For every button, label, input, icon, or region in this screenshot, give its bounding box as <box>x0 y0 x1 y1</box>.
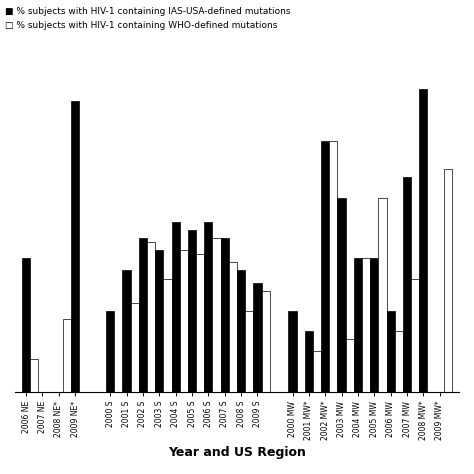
Bar <box>321 141 329 392</box>
Bar <box>395 331 403 392</box>
Bar <box>147 242 155 392</box>
Bar <box>122 271 131 392</box>
Bar <box>337 198 346 392</box>
Bar <box>172 222 180 392</box>
Bar <box>237 271 245 392</box>
Bar <box>245 311 254 392</box>
Bar <box>354 258 362 392</box>
Bar <box>180 250 188 392</box>
Bar <box>329 141 337 392</box>
Bar <box>444 169 452 392</box>
Bar <box>196 254 204 392</box>
Bar <box>370 258 378 392</box>
Bar <box>63 319 71 392</box>
Bar <box>30 359 38 392</box>
Bar <box>346 339 354 392</box>
Bar <box>22 258 30 392</box>
Bar <box>106 311 114 392</box>
Bar <box>403 177 411 392</box>
Bar <box>131 303 139 392</box>
Bar <box>313 351 321 392</box>
Text: ■ % subjects with HIV-1 containing IAS-USA-defined mutations: ■ % subjects with HIV-1 containing IAS-U… <box>5 7 290 16</box>
Bar <box>254 283 262 392</box>
Text: □ % subjects with HIV-1 containing WHO-defined mutations: □ % subjects with HIV-1 containing WHO-d… <box>5 21 277 30</box>
X-axis label: Year and US Region: Year and US Region <box>168 446 306 459</box>
Bar <box>188 230 196 392</box>
Bar <box>155 250 164 392</box>
Bar <box>139 238 147 392</box>
Bar <box>362 258 370 392</box>
Bar <box>419 89 428 392</box>
Bar <box>378 198 387 392</box>
Bar <box>164 279 172 392</box>
Bar <box>212 238 220 392</box>
Bar <box>411 279 419 392</box>
Bar <box>288 311 297 392</box>
Bar <box>229 262 237 392</box>
Bar <box>204 222 212 392</box>
Bar <box>387 311 395 392</box>
Bar <box>220 238 229 392</box>
Bar <box>305 331 313 392</box>
Bar <box>262 291 270 392</box>
Bar <box>71 100 79 392</box>
